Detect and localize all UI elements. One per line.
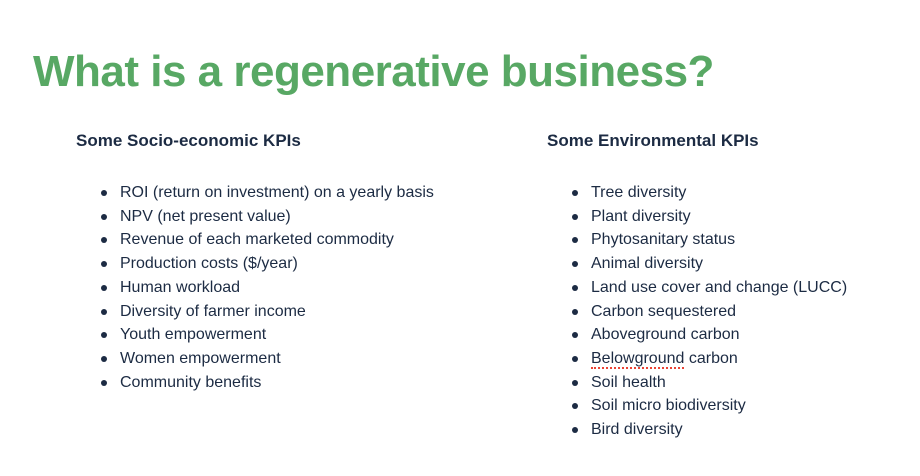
kpi-list-item: Soil micro biodiversity — [547, 394, 907, 418]
kpi-list-item: Soil health — [547, 371, 907, 395]
socio-economic-kpi-list: ROI (return on investment) on a yearly b… — [76, 181, 516, 394]
kpi-list-item: Youth empowerment — [76, 323, 516, 347]
kpi-list-item: Tree diversity — [547, 181, 907, 205]
kpi-list-item: Aboveground carbon — [547, 323, 907, 347]
kpi-list-item: Human workload — [76, 276, 516, 300]
kpi-list-item: Bird diversity — [547, 418, 907, 442]
kpi-list-item: Land use cover and change (LUCC) — [547, 276, 907, 300]
kpi-list-item: Phytosanitary status — [547, 228, 907, 252]
kpi-list-item: Plant diversity — [547, 205, 907, 229]
spellcheck-underline: Belowground — [591, 349, 685, 369]
kpi-list-item: Production costs ($/year) — [76, 252, 516, 276]
kpi-list-item: Diversity of farmer income — [76, 300, 516, 324]
kpi-list-item: NPV (net present value) — [76, 205, 516, 229]
kpi-list-item: Carbon sequestered — [547, 300, 907, 324]
slide-title: What is a regenerative business? — [33, 47, 714, 97]
environmental-kpi-column: Some Environmental KPIs Tree diversity Pl… — [547, 131, 907, 442]
kpi-list-item: Belowground carbon — [547, 347, 907, 371]
socio-economic-kpi-column: Some Socio-economic KPIs ROI (return on … — [76, 131, 516, 394]
kpi-list-item: Animal diversity — [547, 252, 907, 276]
environmental-kpi-heading: Some Environmental KPIs — [547, 131, 759, 150]
kpi-list-item: Community benefits — [76, 371, 516, 395]
kpi-list-item: ROI (return on investment) on a yearly b… — [76, 181, 516, 205]
kpi-list-item: Revenue of each marketed commodity — [76, 228, 516, 252]
kpi-list-item: Women empowerment — [76, 347, 516, 371]
environmental-kpi-list: Tree diversity Plant diversity Phytosanita… — [547, 181, 907, 442]
socio-economic-kpi-heading: Some Socio-economic KPIs — [76, 131, 301, 150]
